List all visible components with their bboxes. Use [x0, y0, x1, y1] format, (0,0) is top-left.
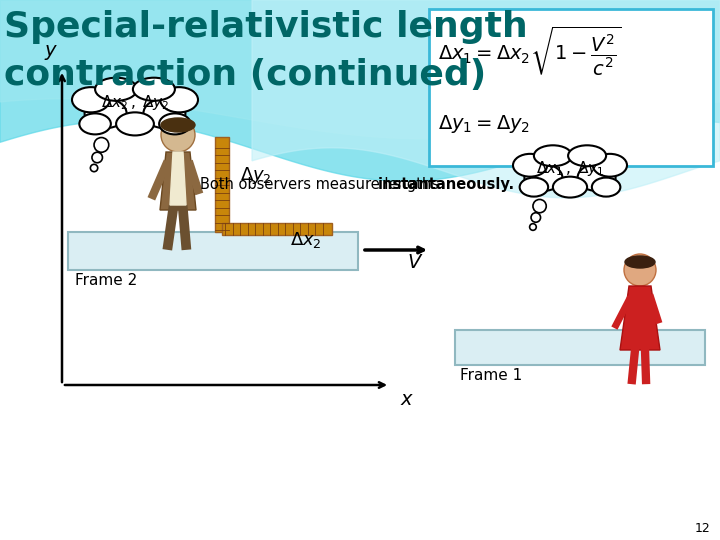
- Ellipse shape: [524, 164, 562, 191]
- Polygon shape: [0, 0, 720, 139]
- Ellipse shape: [104, 85, 166, 125]
- FancyBboxPatch shape: [455, 330, 705, 365]
- Ellipse shape: [577, 164, 616, 191]
- Circle shape: [531, 213, 541, 222]
- Ellipse shape: [95, 78, 137, 101]
- FancyBboxPatch shape: [222, 223, 332, 235]
- Circle shape: [533, 199, 546, 213]
- Ellipse shape: [160, 87, 198, 112]
- Circle shape: [94, 138, 109, 152]
- Ellipse shape: [161, 118, 195, 132]
- Ellipse shape: [593, 154, 627, 177]
- Ellipse shape: [534, 145, 572, 166]
- Ellipse shape: [625, 256, 655, 268]
- Ellipse shape: [542, 152, 598, 188]
- Text: $\Delta y_2$: $\Delta y_2$: [240, 165, 271, 186]
- Ellipse shape: [72, 87, 110, 112]
- FancyBboxPatch shape: [429, 9, 713, 166]
- Polygon shape: [0, 0, 720, 181]
- Circle shape: [92, 152, 102, 163]
- Text: contraction (continued): contraction (continued): [4, 58, 486, 92]
- Text: Frame 1: Frame 1: [460, 368, 522, 383]
- Text: V: V: [407, 253, 420, 272]
- Text: $\Delta x_2$: $\Delta x_2$: [290, 230, 322, 250]
- Text: $\Delta x_1 = \Delta x_2\sqrt{1-\dfrac{V^2}{c^2}}$: $\Delta x_1 = \Delta x_2\sqrt{1-\dfrac{V…: [438, 25, 621, 78]
- Ellipse shape: [133, 78, 175, 101]
- Ellipse shape: [513, 154, 547, 177]
- Text: $\Delta y_1 = \Delta y_2$: $\Delta y_1 = \Delta y_2$: [438, 113, 530, 135]
- Circle shape: [530, 224, 536, 231]
- Ellipse shape: [143, 99, 186, 128]
- FancyBboxPatch shape: [215, 137, 229, 232]
- Ellipse shape: [116, 112, 154, 136]
- Ellipse shape: [85, 99, 127, 128]
- Polygon shape: [170, 152, 186, 205]
- Ellipse shape: [159, 113, 191, 134]
- Ellipse shape: [79, 113, 111, 134]
- Ellipse shape: [553, 177, 587, 198]
- Circle shape: [624, 254, 656, 286]
- Text: 12: 12: [694, 522, 710, 535]
- Polygon shape: [620, 286, 660, 350]
- Text: x: x: [400, 390, 412, 409]
- Text: Both observers measure lengths: Both observers measure lengths: [200, 178, 444, 192]
- FancyBboxPatch shape: [68, 232, 358, 270]
- Text: instantaneously.: instantaneously.: [378, 178, 515, 192]
- Text: $\Delta x_1\,,\;\Delta y_1$: $\Delta x_1\,,\;\Delta y_1$: [536, 159, 604, 178]
- Circle shape: [91, 164, 98, 172]
- Text: Frame 2: Frame 2: [75, 273, 138, 288]
- Polygon shape: [252, 0, 720, 198]
- Ellipse shape: [592, 178, 621, 197]
- Ellipse shape: [568, 145, 606, 166]
- Text: Special-relativistic length: Special-relativistic length: [4, 10, 528, 44]
- Text: y: y: [44, 41, 55, 60]
- Ellipse shape: [520, 178, 548, 197]
- Polygon shape: [160, 152, 196, 210]
- Text: $\Delta x_2\,,\;\Delta y_2$: $\Delta x_2\,,\;\Delta y_2$: [101, 93, 169, 112]
- Circle shape: [161, 118, 195, 152]
